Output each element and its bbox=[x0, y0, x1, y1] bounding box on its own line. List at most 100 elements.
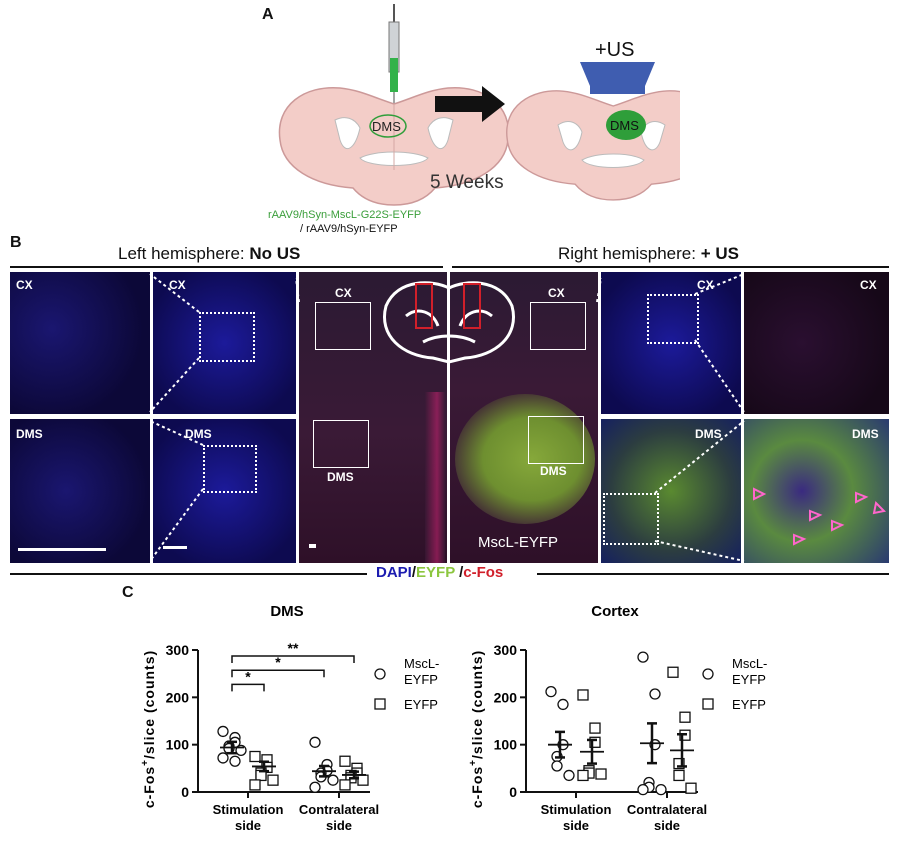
slice-right-half: CX DMS MscL-EYFP bbox=[450, 272, 598, 563]
legend-label: EYFP bbox=[732, 672, 766, 687]
legend-label: EYFP bbox=[404, 672, 438, 687]
data-point-circle bbox=[557, 698, 569, 711]
data-point-circle bbox=[637, 651, 649, 663]
us-label: +US bbox=[595, 39, 634, 61]
micrograph-left-cx-zoom: CX bbox=[10, 272, 150, 414]
data-point-square bbox=[595, 768, 607, 780]
data-point-circle bbox=[563, 769, 575, 782]
panel-c-letter: C bbox=[122, 584, 134, 601]
left-hemisphere-title: Left hemisphere: No US bbox=[118, 244, 301, 263]
micrograph-left-cx: CX bbox=[153, 272, 296, 414]
data-point-square bbox=[249, 750, 261, 763]
stain-legend: DAPI/EYFP /c-Fos bbox=[376, 564, 504, 581]
arrowhead-icon bbox=[855, 491, 869, 504]
scale-bar bbox=[18, 548, 106, 551]
data-point-circle bbox=[229, 755, 241, 767]
right-title-rule bbox=[452, 266, 889, 268]
data-point-circle bbox=[655, 783, 667, 796]
micrograph-right-dms-zoom: DMS bbox=[744, 419, 889, 563]
data-point-square bbox=[339, 755, 351, 767]
x-tick-label: Stimulation bbox=[541, 802, 612, 817]
panel-b-letter: B bbox=[10, 234, 22, 251]
data-point-circle bbox=[217, 725, 229, 738]
x-tick-label: side bbox=[563, 818, 589, 833]
brain-right-icon: DMS bbox=[506, 90, 680, 201]
micrograph-left-dms-zoom: DMS bbox=[10, 419, 150, 563]
arrowhead-icon bbox=[753, 487, 767, 501]
data-point-square bbox=[685, 782, 697, 794]
x-tick-label: side bbox=[326, 818, 352, 833]
micrograph-right-cx-zoom: CX bbox=[744, 272, 889, 414]
zoom-box-left-cx bbox=[199, 312, 255, 362]
brain-atlas-outline-icon bbox=[383, 281, 515, 364]
data-point-square bbox=[673, 757, 685, 770]
legend-marker-square bbox=[374, 698, 386, 710]
chart-cortex: Cortex c-Fos+/slice (counts) 0 100 200 300 Sti… bbox=[468, 603, 767, 833]
micrograph-left-dms: DMS bbox=[153, 419, 296, 563]
x-tick-label: Stimulation bbox=[213, 802, 284, 817]
cfos-arrowheads bbox=[753, 487, 887, 546]
virus-line1: rAAV9/hSyn-MscL-G22S-EYFP bbox=[268, 209, 421, 221]
left-title-rule bbox=[10, 266, 443, 268]
legend-label: EYFP bbox=[404, 697, 438, 712]
data-point-square bbox=[577, 769, 589, 782]
y-tick-label: 300 bbox=[166, 642, 190, 658]
zoom-box-right-dms bbox=[603, 493, 659, 545]
weeks-label: 5 Weeks bbox=[430, 172, 504, 193]
data-point-square bbox=[357, 774, 369, 786]
virus-line2: / rAAV9/hSyn-EYFP bbox=[300, 223, 398, 235]
legend-marker-circle bbox=[374, 668, 386, 680]
data-point-circle bbox=[637, 783, 649, 796]
dms-left-label: DMS bbox=[372, 119, 401, 134]
arrow-right-icon bbox=[435, 86, 505, 122]
chart-title: DMS bbox=[270, 603, 303, 620]
y-tick-label: 100 bbox=[166, 737, 190, 753]
significance-label: ** bbox=[288, 640, 299, 656]
data-point-circle bbox=[309, 781, 321, 793]
y-tick-label: 100 bbox=[494, 737, 518, 753]
zoom-box-left-dms bbox=[203, 445, 257, 493]
data-point-circle bbox=[649, 688, 661, 700]
ultrasound-transducer-icon: +US bbox=[580, 39, 655, 94]
y-tick-label: 0 bbox=[509, 784, 517, 800]
stain-rule-left bbox=[10, 573, 367, 575]
data-point-square bbox=[679, 711, 691, 723]
scale-bar bbox=[309, 544, 316, 548]
data-point-square bbox=[577, 689, 589, 701]
data-point-square bbox=[339, 779, 351, 791]
panel-a-letter: A bbox=[262, 6, 274, 23]
data-point-circle bbox=[327, 774, 339, 786]
significance-label: * bbox=[275, 654, 281, 670]
brain-left-icon: DMS bbox=[278, 86, 510, 206]
legend-label: MscL- bbox=[732, 656, 767, 671]
zoom-box-right-cx bbox=[647, 294, 699, 344]
significance-bracket bbox=[231, 683, 265, 692]
panel-a-schematic: DMS +US DMS 5 Weeks rAAV9/hSyn-MscL-G22S… bbox=[268, 4, 680, 235]
arrowhead-icon bbox=[831, 519, 845, 532]
significance-label: * bbox=[245, 668, 251, 684]
scale-bar bbox=[163, 546, 187, 549]
eyfp-expression-region bbox=[455, 394, 595, 524]
chart-dms: DMS c-Fos+/slice (counts) 0 100 200 300 Stimul… bbox=[140, 603, 439, 833]
arrowhead-icon bbox=[809, 509, 823, 522]
data-point-circle bbox=[309, 736, 321, 748]
y-tick-label: 200 bbox=[166, 689, 190, 705]
cx-box-right bbox=[530, 302, 586, 350]
data-point-square bbox=[589, 736, 601, 748]
x-tick-label: side bbox=[235, 818, 261, 833]
cx-box-left bbox=[315, 302, 371, 350]
data-point-square bbox=[589, 722, 601, 734]
x-tick-label: Contralateral bbox=[299, 802, 379, 817]
right-hemisphere-title: Right hemisphere: + US bbox=[558, 244, 739, 263]
dms-right-label: DMS bbox=[610, 118, 639, 133]
data-point-circle bbox=[545, 686, 557, 698]
significance-bracket bbox=[231, 669, 325, 678]
chart-title: Cortex bbox=[591, 603, 639, 620]
significance-bracket bbox=[231, 655, 355, 663]
y-tick-label: 0 bbox=[181, 784, 189, 800]
legend-label: EYFP bbox=[732, 697, 766, 712]
data-point-square bbox=[673, 769, 685, 782]
legend-label: MscL- bbox=[404, 656, 439, 671]
x-tick-label: Contralateral bbox=[627, 802, 707, 817]
data-point-square bbox=[249, 779, 261, 791]
